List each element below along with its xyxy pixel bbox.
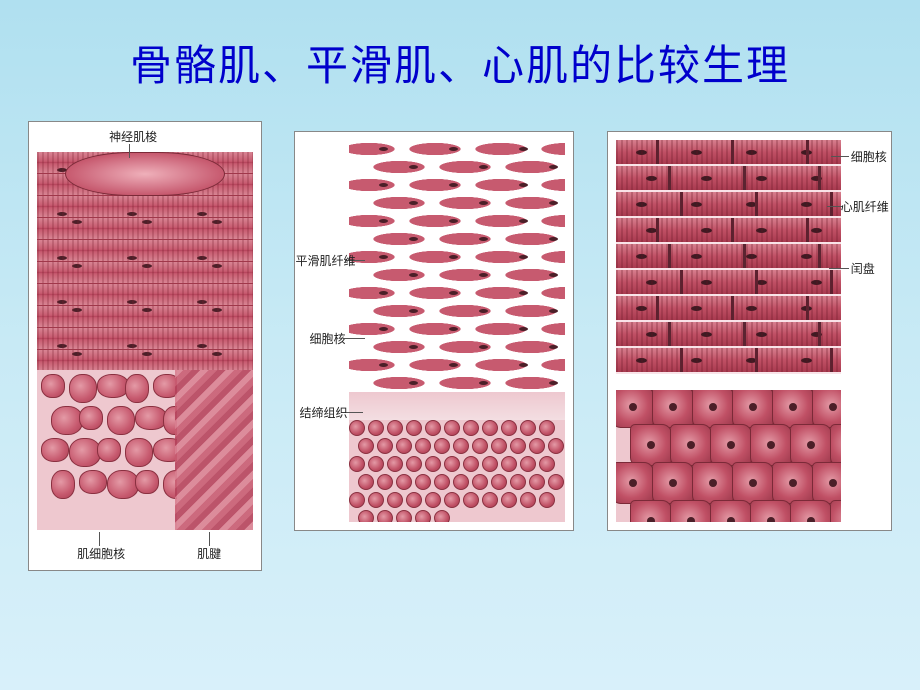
skeletal-cross-section (37, 370, 177, 530)
figure-cardiac-muscle: 细胞核 心肌纤维 闰盘 (607, 131, 892, 531)
page-title: 骨骼肌、平滑肌、心肌的比较生理 (0, 0, 920, 93)
label-intercalated-disc: 闰盘 (851, 260, 875, 277)
label-tendon: 肌腱 (197, 545, 221, 562)
leadline (831, 156, 849, 157)
label-cardiac-nucleus: 细胞核 (851, 148, 887, 165)
tendon-region (175, 370, 253, 530)
figure-skeletal-muscle: 神经肌梭 肌细胞核 肌腱 (28, 121, 262, 571)
smooth-cross-section (349, 420, 565, 522)
figure-row: 神经肌梭 肌细胞核 肌腱 平滑肌纤维 细胞核 结缔组织 细胞核 心肌纤维 闰盘 (0, 93, 920, 571)
cardiac-cross-section (616, 390, 841, 522)
smooth-longitudinal (349, 140, 565, 400)
leadline (99, 532, 100, 546)
label-smooth-nucleus: 细胞核 (309, 330, 345, 347)
label-muscle-nucleus: 肌细胞核 (77, 545, 125, 562)
leadline (345, 412, 363, 413)
figure-smooth-muscle: 平滑肌纤维 细胞核 结缔组织 (294, 131, 574, 531)
label-smooth-fiber: 平滑肌纤维 (295, 252, 355, 269)
label-connective-tissue: 结缔组织 (299, 404, 347, 421)
connective-tissue-band (349, 392, 565, 420)
leadline (209, 532, 210, 546)
spindle-shape (65, 152, 225, 196)
label-neuromuscular-spindle: 神经肌梭 (109, 128, 157, 145)
leadline (129, 144, 130, 158)
leadline (343, 338, 365, 339)
cardiac-longitudinal (616, 140, 841, 390)
label-cardiac-fiber: 心肌纤维 (841, 198, 889, 215)
leadline (829, 268, 849, 269)
